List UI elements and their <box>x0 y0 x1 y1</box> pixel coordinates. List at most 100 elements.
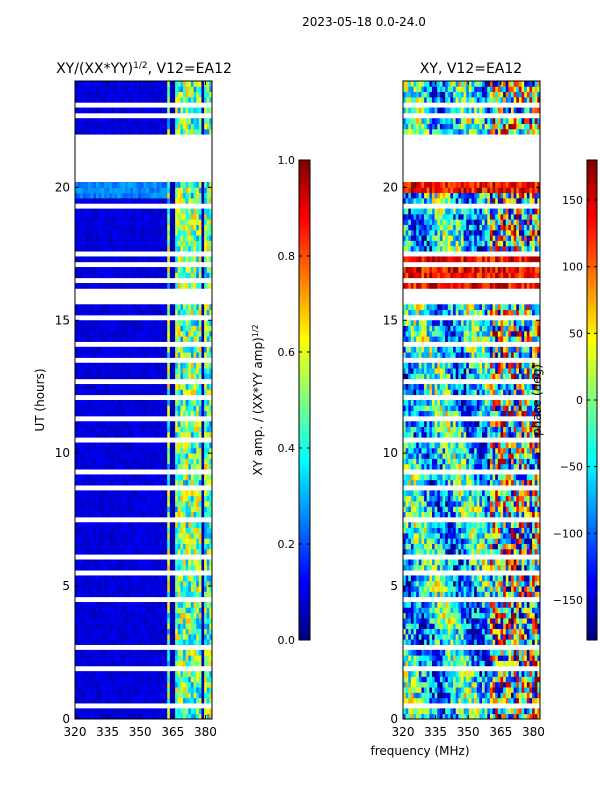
heatmap-cell <box>82 410 86 417</box>
heatmap-cell <box>122 559 126 566</box>
heatmap-cell <box>82 490 86 497</box>
heatmap-cell <box>90 649 94 656</box>
heatmap-cell <box>93 564 97 571</box>
heatmap-cell <box>93 373 97 380</box>
heatmap-cell <box>96 362 100 369</box>
heatmap-cell <box>206 426 210 433</box>
heatmap-cell <box>106 309 110 316</box>
heatmap-cell <box>198 501 202 507</box>
heatmap-cell <box>127 649 131 656</box>
heatmap-cell <box>135 681 139 688</box>
left-colorbar <box>298 159 311 641</box>
heatmap-cell <box>503 660 507 667</box>
heatmap-cell <box>101 633 105 640</box>
heatmap-cell <box>122 495 126 502</box>
heatmap-cell <box>109 192 113 199</box>
heatmap-cell <box>209 283 213 289</box>
heatmap-cell <box>82 586 86 592</box>
heatmap-cell <box>138 346 142 353</box>
heatmap-cell <box>169 501 173 507</box>
heatmap-cell <box>101 426 105 433</box>
heatmap-cell <box>154 389 158 396</box>
heatmap-cell <box>169 607 173 614</box>
heatmap-cell <box>183 426 187 433</box>
heatmap-cell <box>183 325 187 332</box>
heatmap-cell <box>183 708 187 715</box>
heatmap-cell <box>164 128 168 135</box>
heatmap-cell <box>172 123 176 130</box>
heatmap-cell <box>119 548 123 555</box>
heatmap-cell <box>413 681 417 688</box>
heatmap-cell <box>204 309 208 316</box>
heatmap-cell <box>93 612 97 619</box>
heatmap-cell <box>180 400 184 406</box>
heatmap-cell <box>135 304 139 311</box>
heatmap-cell <box>96 272 100 279</box>
heatmap-cell <box>156 224 160 231</box>
heatmap-cell <box>188 617 192 624</box>
heatmap-cell <box>122 655 126 661</box>
heatmap-cell <box>143 511 147 518</box>
heatmap-cell <box>135 229 139 236</box>
heatmap-cell <box>416 692 420 699</box>
heatmap-cell <box>161 660 165 667</box>
heatmap-cell <box>75 660 79 667</box>
heatmap-cell <box>80 442 84 449</box>
heatmap-cell <box>167 91 171 98</box>
heatmap-cell <box>453 676 457 683</box>
heatmap-cell <box>185 623 189 630</box>
heatmap-cell <box>132 229 136 236</box>
heatmap-cell <box>188 107 192 114</box>
heatmap-cell <box>198 671 202 677</box>
heatmap-cell <box>206 495 210 502</box>
heatmap-cell <box>193 81 197 87</box>
heatmap-cell <box>140 368 144 374</box>
heatmap-cell <box>146 123 150 130</box>
heatmap-cell <box>183 522 187 528</box>
heatmap-cell <box>75 256 79 263</box>
heatmap-cell <box>204 660 208 667</box>
heatmap-cell <box>117 479 121 486</box>
heatmap-cell <box>198 617 202 624</box>
heatmap-cell <box>172 543 176 550</box>
heatmap-cell <box>75 245 79 252</box>
heatmap-cell <box>88 538 92 544</box>
heatmap-cell <box>140 463 144 470</box>
heatmap-cell <box>206 501 210 507</box>
heatmap-cell <box>127 639 131 645</box>
heatmap-cell <box>101 676 105 683</box>
heatmap-cell <box>90 368 94 374</box>
axes-frame <box>74 80 213 720</box>
heatmap-cell <box>180 474 184 481</box>
heatmap-cell <box>119 431 123 438</box>
heatmap-cell <box>88 373 92 380</box>
heatmap-cell <box>177 612 181 619</box>
heatmap-cell <box>119 442 123 449</box>
heatmap-cell <box>103 447 108 454</box>
heatmap-cell <box>93 580 97 587</box>
heatmap-cell <box>125 187 129 194</box>
heatmap-cell <box>119 182 123 188</box>
heatmap-cell <box>471 697 475 704</box>
heatmap-cell <box>196 676 200 683</box>
heatmap-cell <box>114 309 118 316</box>
heatmap-cell <box>169 197 173 204</box>
heatmap-cell <box>119 245 123 252</box>
heatmap-cell <box>482 697 486 704</box>
heatmap-cell <box>161 96 165 103</box>
heatmap-cell <box>190 591 194 598</box>
heatmap-cell <box>109 431 113 438</box>
heatmap-cell <box>130 671 134 677</box>
heatmap-cell <box>209 564 213 571</box>
heatmap-cell <box>130 245 134 252</box>
heatmap-cell <box>80 118 84 124</box>
heatmap-cell <box>135 617 139 624</box>
heatmap-cell <box>188 447 192 454</box>
heatmap-cell <box>209 426 213 433</box>
heatmap-cell <box>175 633 179 640</box>
heatmap-cell <box>185 81 189 87</box>
heatmap-cell <box>151 81 155 87</box>
heatmap-cell <box>172 410 176 417</box>
heatmap-cell <box>482 692 486 699</box>
